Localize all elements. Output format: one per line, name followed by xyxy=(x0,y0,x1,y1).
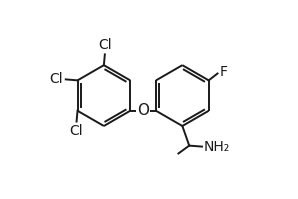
Text: O: O xyxy=(137,103,149,118)
Text: NH₂: NH₂ xyxy=(204,139,230,154)
Text: Cl: Cl xyxy=(49,72,63,86)
Text: Cl: Cl xyxy=(98,38,112,52)
Text: F: F xyxy=(220,65,228,79)
Text: Cl: Cl xyxy=(70,124,83,138)
